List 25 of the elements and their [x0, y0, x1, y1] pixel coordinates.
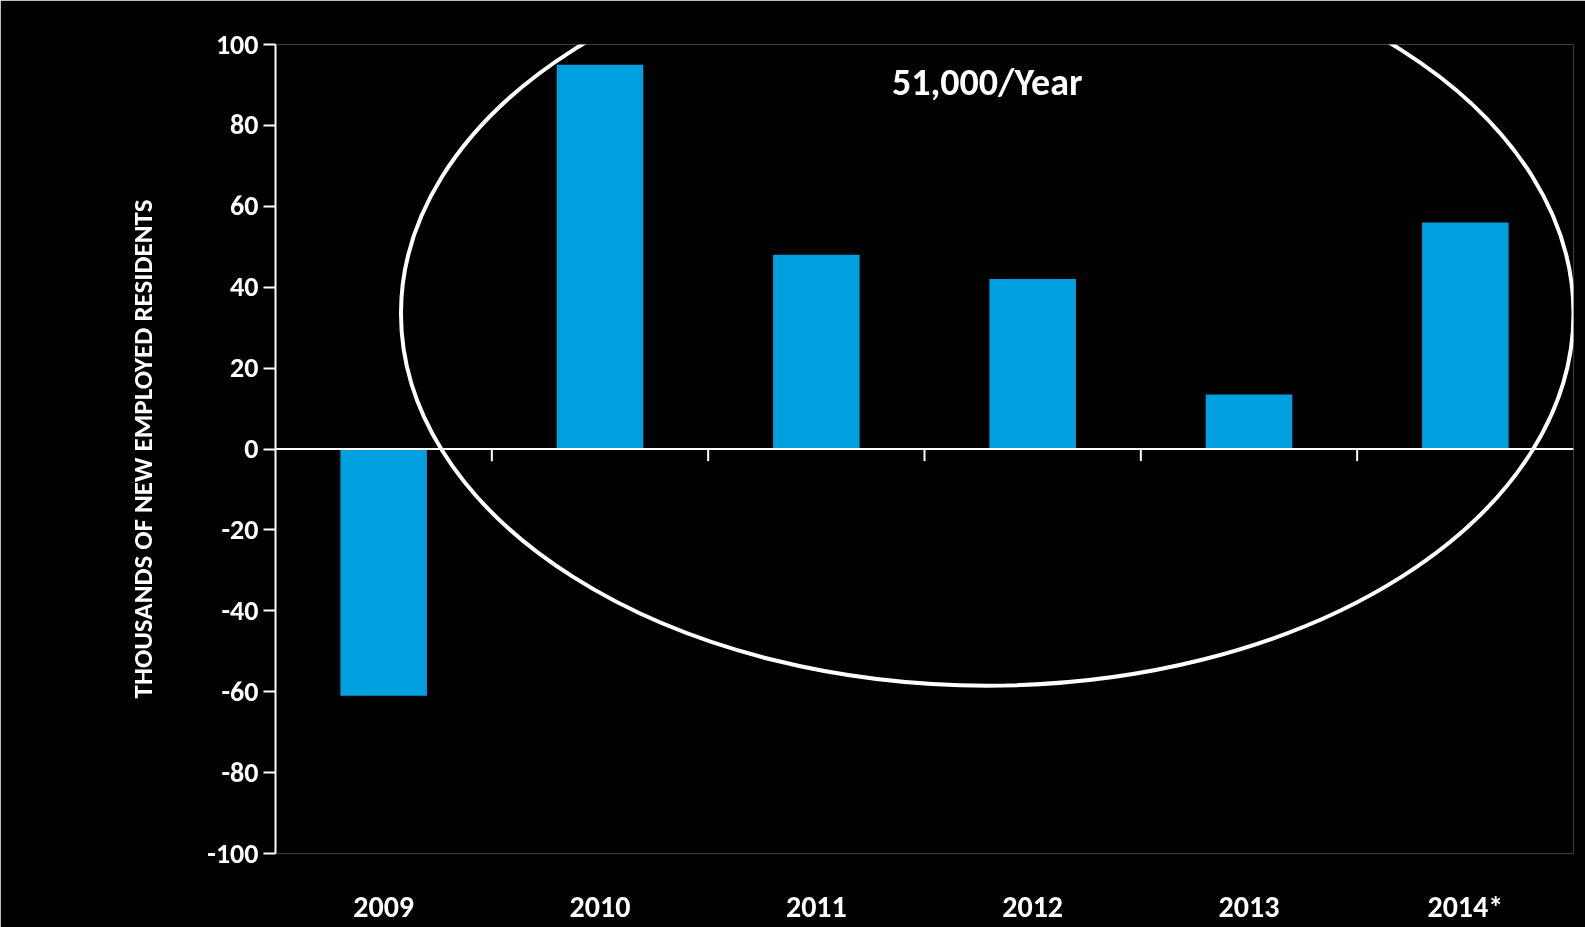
x-tick-label: 2010: [569, 887, 631, 925]
bar: [1205, 394, 1293, 449]
y-tick-label: 100: [215, 26, 259, 62]
y-axis-title: THOUSANDS OF NEW EMPLOYED RESIDENTS: [126, 199, 160, 699]
y-tick-label: -20: [221, 511, 259, 547]
x-tick-label: 2013: [1218, 887, 1280, 925]
bar: [556, 64, 644, 449]
y-tick-label: -80: [221, 754, 259, 790]
bar: [1422, 222, 1509, 449]
y-tick-label: -100: [207, 835, 259, 871]
y-tick-label: -60: [221, 673, 259, 709]
bar: [989, 279, 1076, 449]
bar: [773, 254, 860, 449]
y-tick-label: 20: [230, 350, 259, 386]
bar: [340, 449, 427, 696]
y-tick-label: 40: [230, 269, 259, 305]
y-tick-label: -40: [221, 592, 259, 628]
y-tick-label: 80: [230, 107, 259, 143]
annotation: 51,000/Year: [891, 59, 1083, 106]
y-tick-label: 0: [244, 431, 259, 466]
x-tick-label: 2012: [1002, 887, 1064, 925]
y-tick-label: 60: [230, 188, 259, 224]
x-tick-label: 2011: [785, 887, 847, 925]
x-tick-label: 2009: [353, 887, 415, 925]
x-tick-label: 2014*: [1427, 887, 1504, 925]
